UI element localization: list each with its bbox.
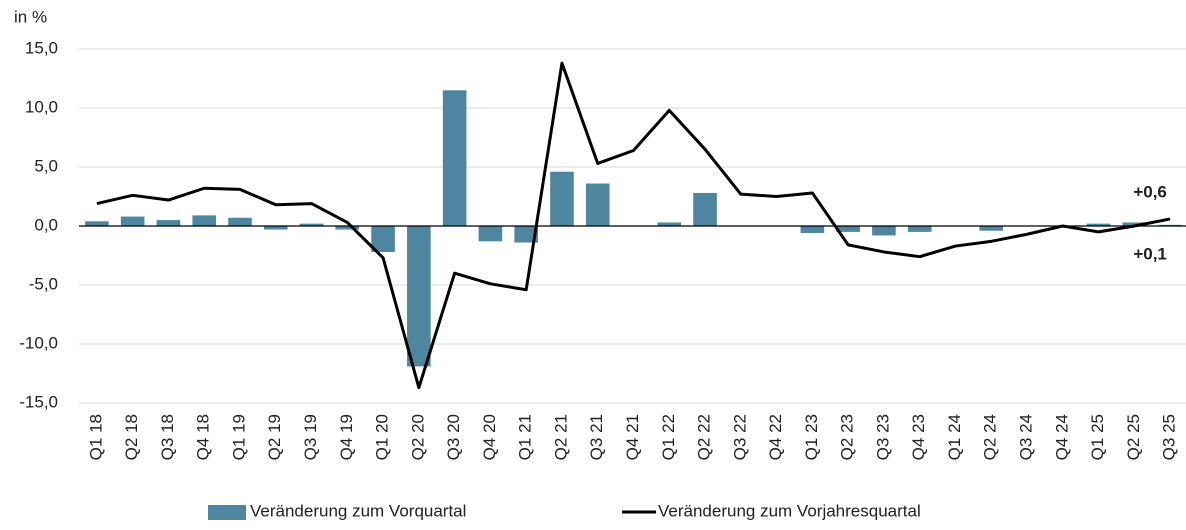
legend-label: Veränderung zum Vorquartal xyxy=(250,501,466,520)
x-tick-label: Q1 24 xyxy=(945,414,964,460)
bar xyxy=(156,220,181,226)
bar xyxy=(550,171,574,226)
x-tick-label: Q4 19 xyxy=(337,414,356,460)
x-tick-label: Q4 23 xyxy=(909,414,928,460)
x-tick-label: Q2 18 xyxy=(122,414,141,460)
x-tick-label: Q3 25 xyxy=(1160,414,1179,460)
y-tick-label: -5,0 xyxy=(29,274,58,293)
x-tick-label: Q3 22 xyxy=(730,414,749,460)
x-tick-label: Q2 22 xyxy=(695,414,714,460)
bar xyxy=(192,215,217,226)
x-tick-label: Q2 20 xyxy=(408,414,427,460)
x-tick-label: Q3 24 xyxy=(1017,414,1036,460)
bar xyxy=(478,226,503,242)
x-tick-label: Q4 21 xyxy=(623,414,642,460)
x-tick-label: Q4 22 xyxy=(766,414,785,460)
bar xyxy=(1122,222,1147,226)
y-tick-label: -10,0 xyxy=(19,333,58,352)
y-tick-label: 5,0 xyxy=(34,156,58,175)
bar xyxy=(442,90,467,226)
x-tick-label: Q4 24 xyxy=(1052,414,1071,460)
x-tick-label: Q2 21 xyxy=(551,414,570,460)
value-label: +0,6 xyxy=(1133,182,1167,201)
x-tick-label: Q1 23 xyxy=(802,414,821,460)
x-tick-label: Q2 19 xyxy=(265,414,284,460)
bar xyxy=(514,226,538,243)
bar xyxy=(979,226,1004,231)
x-tick-label: Q2 23 xyxy=(838,414,857,460)
y-axis-label: in % xyxy=(14,7,47,26)
x-tick-label: Q1 25 xyxy=(1088,414,1107,460)
bar xyxy=(1086,223,1111,226)
y-tick-label: 15,0 xyxy=(25,38,58,57)
x-tick-label: Q3 23 xyxy=(873,414,892,460)
x-tick-label: Q1 20 xyxy=(373,414,392,460)
bar xyxy=(299,223,324,226)
bar xyxy=(585,183,610,226)
bar xyxy=(120,216,145,226)
x-tick-label: Q1 19 xyxy=(229,414,248,460)
bar xyxy=(228,217,252,226)
bar xyxy=(693,192,717,226)
bar xyxy=(657,222,682,226)
bar xyxy=(800,226,825,234)
value-label: +0,1 xyxy=(1133,244,1167,263)
y-tick-label: 10,0 xyxy=(25,97,58,116)
bar xyxy=(371,226,395,252)
line xyxy=(96,61,1171,390)
legend-swatch xyxy=(208,505,246,520)
x-tick-label: Q1 18 xyxy=(86,414,105,460)
bar xyxy=(407,226,431,367)
x-tick-label: Q3 18 xyxy=(158,414,177,460)
x-tick-label: Q1 21 xyxy=(516,414,535,460)
y-tick-label: 0,0 xyxy=(34,215,58,234)
x-tick-label: Q2 25 xyxy=(1124,414,1143,460)
y-tick-label: -15,0 xyxy=(19,392,58,411)
legend-label: Veränderung zum Vorjahresquartal xyxy=(658,501,921,520)
x-tick-label: Q3 19 xyxy=(301,414,320,460)
bar xyxy=(263,226,288,230)
x-tick-label: Q4 18 xyxy=(194,414,213,460)
x-tick-label: Q2 24 xyxy=(981,414,1000,460)
bar xyxy=(907,226,932,232)
bar xyxy=(872,226,896,236)
x-tick-label: Q4 20 xyxy=(480,414,499,460)
bar xyxy=(335,226,360,230)
x-tick-label: Q3 20 xyxy=(444,414,463,460)
bar xyxy=(85,221,109,226)
x-tick-label: Q3 21 xyxy=(587,414,606,460)
x-tick-label: Q1 22 xyxy=(659,414,678,460)
bar xyxy=(836,226,860,232)
